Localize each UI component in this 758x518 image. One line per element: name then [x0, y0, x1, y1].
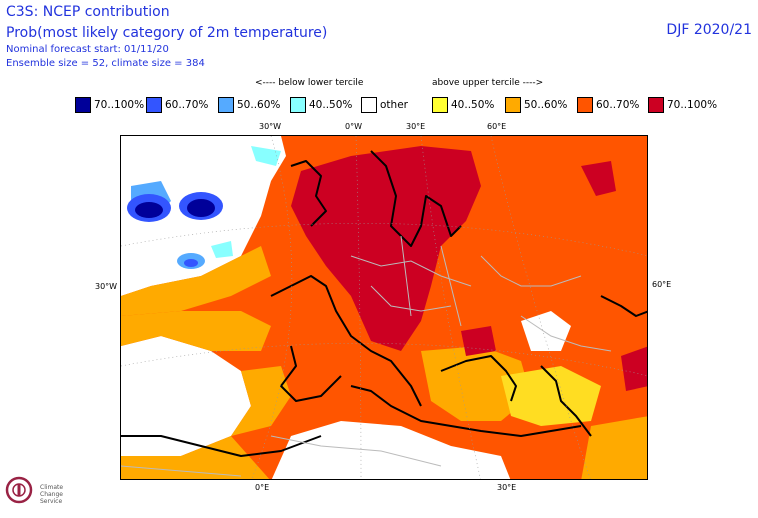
coastline — [121, 435, 322, 457]
probability-map — [120, 135, 648, 480]
coastline — [600, 295, 647, 317]
yellow-region — [421, 346, 531, 421]
yellow-region — [501, 366, 601, 426]
legend-label: 50..60% — [237, 98, 281, 111]
legend-label: 40..50% — [309, 98, 353, 111]
ensemble-size: Ensemble size = 52, climate size = 384 — [6, 58, 205, 69]
coastline — [280, 345, 342, 402]
legend-item: 50..60% — [218, 96, 280, 113]
copernicus-logo: Climate Change Service — [4, 474, 63, 514]
legend-swatch — [432, 96, 448, 113]
blue-region — [135, 202, 163, 218]
legend-label: 50..60% — [524, 98, 568, 111]
coastline — [440, 355, 517, 402]
blue-region — [187, 199, 215, 217]
legend-label: other — [380, 98, 408, 111]
season-label: DJF 2020/21 — [666, 22, 752, 38]
legend-label: 60..70% — [165, 98, 209, 111]
yellow-region — [121, 311, 271, 351]
legend-swatch — [290, 96, 306, 113]
coastline — [290, 160, 327, 227]
below-tercile-label: <---- below lower tercile — [255, 78, 364, 88]
logo-text: Climate — [40, 484, 64, 491]
legend-swatch — [361, 96, 377, 113]
blue-region — [251, 146, 281, 166]
country-border — [440, 245, 462, 327]
lon-label: 30°E — [406, 122, 426, 131]
white-region — [271, 421, 511, 479]
country-border — [370, 285, 452, 312]
legend-item: 70..100% — [648, 96, 717, 113]
legend-label: 40..50% — [451, 98, 495, 111]
blue-region — [211, 241, 233, 258]
blue-region — [184, 259, 198, 267]
lon-label-bottom: 0°E — [255, 483, 270, 492]
coastline — [540, 365, 592, 437]
yellow-region — [581, 416, 647, 479]
coastline — [270, 275, 422, 407]
country-border — [400, 235, 412, 317]
legend-swatch — [218, 96, 234, 113]
legend-item: 60..70% — [146, 96, 208, 113]
deep-red-region — [291, 146, 481, 351]
country-border — [270, 435, 442, 467]
yellow-region — [121, 436, 270, 479]
yellow-region — [121, 246, 271, 316]
lon-label-left: 30°W — [95, 282, 118, 291]
country-border — [121, 465, 242, 477]
lon-label-bottom: 30°E — [497, 483, 517, 492]
legend-label: 70..100% — [94, 98, 145, 111]
c3s-logo-icon — [5, 476, 33, 504]
legend-item: 60..70% — [577, 96, 639, 113]
legend-swatch — [577, 96, 593, 113]
chart-title: C3S: NCEP contribution — [6, 4, 170, 20]
legend-item: 40..50% — [432, 96, 494, 113]
legend-item: 40..50% — [290, 96, 352, 113]
white-region — [521, 311, 571, 351]
lon-label: 0°W — [345, 122, 362, 131]
lon-label: 30°W — [259, 122, 282, 131]
legend-swatch — [648, 96, 664, 113]
legend-item: 70..100% — [75, 96, 144, 113]
legend-item: 50..60% — [505, 96, 567, 113]
legend-swatch — [505, 96, 521, 113]
legend-swatch — [146, 96, 162, 113]
coastline — [350, 385, 582, 437]
deep-red-region — [621, 346, 647, 391]
coastline — [370, 150, 462, 247]
country-border — [480, 255, 582, 287]
deep-red-region — [461, 326, 496, 356]
forecast-start: Nominal forecast start: 01/11/20 — [6, 44, 169, 55]
lon-label: 60°E — [487, 122, 507, 131]
deep-red-region — [581, 161, 616, 196]
country-border — [350, 255, 472, 287]
chart-subtitle: Prob(most likely category of 2m temperat… — [6, 25, 328, 41]
logo-text: Change Service — [40, 491, 63, 505]
legend-item: other — [361, 96, 408, 113]
yellow-region — [231, 366, 291, 436]
legend-label: 70..100% — [667, 98, 718, 111]
country-border — [520, 315, 612, 352]
white-region — [121, 336, 251, 456]
legend-swatch — [75, 96, 91, 113]
lon-label-right: 60°E — [652, 280, 672, 289]
legend-label: 60..70% — [596, 98, 640, 111]
above-tercile-label: above upper tercile ----> — [432, 78, 544, 88]
